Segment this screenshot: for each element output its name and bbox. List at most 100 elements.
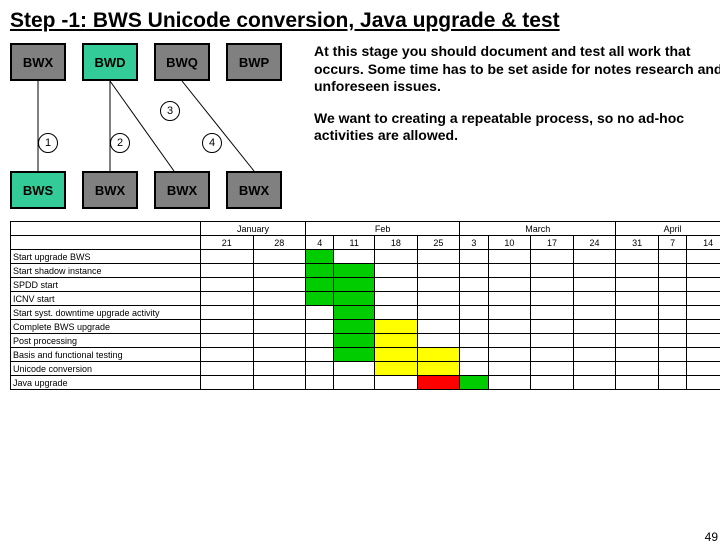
gantt-cell	[375, 292, 418, 306]
gantt-cell	[334, 362, 375, 376]
gantt-cell	[573, 250, 616, 264]
gantt-cell	[375, 264, 418, 278]
gantt-cell	[616, 334, 659, 348]
gantt-cell	[334, 348, 375, 362]
gantt-cell	[616, 362, 659, 376]
month-header: March	[460, 222, 616, 236]
step-circle: 3	[160, 101, 180, 121]
gantt-cell	[573, 306, 616, 320]
gantt-cell	[616, 320, 659, 334]
gantt-cell	[334, 376, 375, 390]
gantt-cell	[531, 320, 574, 334]
gantt-cell	[531, 306, 574, 320]
gantt-cell	[334, 334, 375, 348]
page-title: Step -1: BWS Unicode conversion, Java up…	[10, 8, 720, 33]
gantt-cell	[417, 264, 460, 278]
gantt-cell	[687, 292, 720, 306]
gantt-cell	[531, 376, 574, 390]
task-label: Start shadow instance	[11, 264, 201, 278]
gantt-cell	[687, 320, 720, 334]
gantt-cell	[488, 348, 531, 362]
gantt-cell	[531, 334, 574, 348]
gantt-cell	[488, 376, 531, 390]
gantt-cell	[417, 292, 460, 306]
task-row: Basis and functional testing	[11, 348, 720, 362]
gantt-cell	[616, 264, 659, 278]
gantt-cell	[306, 250, 334, 264]
task-label: ICNV start	[11, 292, 201, 306]
gantt-cell	[334, 292, 375, 306]
gantt-cell	[201, 306, 254, 320]
gantt-cell	[687, 306, 720, 320]
gantt-cell	[334, 306, 375, 320]
gantt-cell	[201, 348, 254, 362]
gantt-cell	[375, 348, 418, 362]
date-header: 4	[306, 236, 334, 250]
date-header: 7	[658, 236, 686, 250]
date-header: 3	[460, 236, 488, 250]
gantt-cell	[253, 348, 306, 362]
gantt-cell	[687, 278, 720, 292]
step-circle: 2	[110, 133, 130, 153]
gantt-cell	[531, 250, 574, 264]
date-header: 24	[573, 236, 616, 250]
gantt-cell	[375, 376, 418, 390]
gantt-cell	[417, 334, 460, 348]
gantt-cell	[460, 362, 488, 376]
date-header: 21	[201, 236, 254, 250]
gantt-cell	[488, 334, 531, 348]
date-header: 10	[488, 236, 531, 250]
gantt-cell	[253, 334, 306, 348]
task-row: Start syst. downtime upgrade activity	[11, 306, 720, 320]
gantt-cell	[201, 362, 254, 376]
month-header: April	[616, 222, 720, 236]
date-header: 25	[417, 236, 460, 250]
gantt-cell	[531, 278, 574, 292]
gantt-cell	[658, 278, 686, 292]
top-box: BWP	[226, 43, 282, 81]
gantt-cell	[306, 320, 334, 334]
gantt-cell	[573, 376, 616, 390]
gantt-cell	[306, 306, 334, 320]
task-label: Complete BWS upgrade	[11, 320, 201, 334]
gantt-cell	[253, 278, 306, 292]
gantt-cell	[306, 292, 334, 306]
description: At this stage you should document and te…	[314, 43, 720, 213]
para-2: We want to creating a repeatable process…	[314, 110, 720, 145]
bottom-box: BWX	[226, 171, 282, 209]
gantt-cell	[658, 250, 686, 264]
gantt-cell	[306, 264, 334, 278]
gantt-cell	[460, 334, 488, 348]
gantt-cell	[334, 264, 375, 278]
gantt-cell	[658, 376, 686, 390]
page-number: 49	[705, 530, 718, 544]
gantt-cell	[460, 250, 488, 264]
gantt-cell	[375, 320, 418, 334]
gantt-cell	[573, 362, 616, 376]
gantt-cell	[334, 250, 375, 264]
gantt-cell	[253, 376, 306, 390]
gantt-cell	[375, 278, 418, 292]
upper-section: BWXBWDBWQBWPBWSBWXBWXBWX1234 At this sta…	[10, 43, 720, 213]
gantt-cell	[306, 278, 334, 292]
step-circle: 1	[38, 133, 58, 153]
task-label: Post processing	[11, 334, 201, 348]
task-label: Basis and functional testing	[11, 348, 201, 362]
gantt-cell	[375, 362, 418, 376]
gantt-cell	[334, 320, 375, 334]
gantt-cell	[616, 278, 659, 292]
gantt-cell	[460, 292, 488, 306]
gantt-cell	[253, 250, 306, 264]
gantt-cell	[417, 320, 460, 334]
task-row: Complete BWS upgrade	[11, 320, 720, 334]
gantt-cell	[658, 306, 686, 320]
gantt-cell	[417, 348, 460, 362]
month-header: January	[201, 222, 306, 236]
gantt-cell	[488, 306, 531, 320]
task-row: ICNV start	[11, 292, 720, 306]
task-row: Start shadow instance	[11, 264, 720, 278]
gantt-cell	[573, 264, 616, 278]
gantt-cell	[417, 306, 460, 320]
task-label: Start syst. downtime upgrade activity	[11, 306, 201, 320]
gantt-table: JanuaryFebMarchApril 2128411182531017243…	[10, 221, 720, 390]
